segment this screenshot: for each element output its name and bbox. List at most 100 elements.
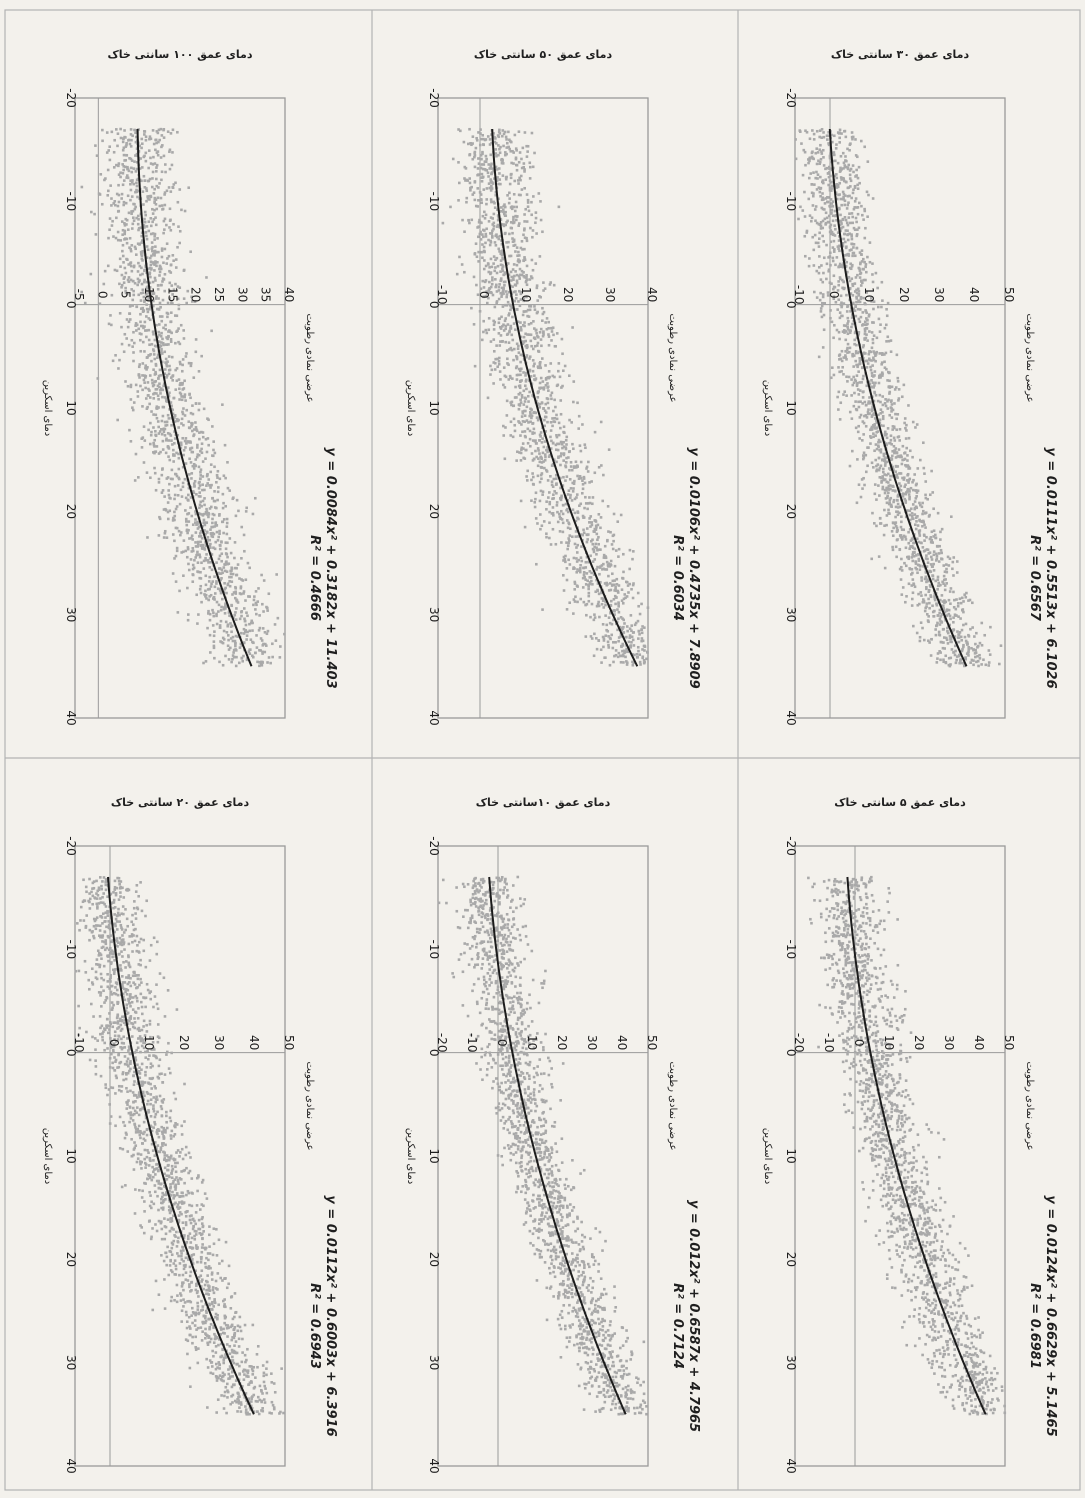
scatter-point bbox=[918, 501, 921, 505]
scatter-point bbox=[517, 193, 521, 197]
scatter-points bbox=[441, 127, 650, 667]
scatter-point bbox=[127, 320, 131, 324]
scatter-point bbox=[841, 218, 845, 222]
scatter-point bbox=[119, 171, 122, 175]
scatter-point bbox=[603, 582, 607, 585]
scatter-point bbox=[191, 300, 194, 303]
scatter-point bbox=[855, 295, 858, 299]
scatter-point bbox=[878, 330, 882, 333]
scatter-point bbox=[475, 283, 478, 287]
scatter-point bbox=[573, 542, 577, 546]
scatter-point bbox=[495, 344, 498, 347]
scatter-point bbox=[546, 450, 549, 454]
scatter-point bbox=[855, 168, 858, 172]
scatter-point bbox=[472, 323, 476, 326]
scatter-point bbox=[156, 196, 160, 200]
scatter-point bbox=[140, 142, 144, 146]
scatter-point bbox=[492, 338, 496, 341]
scatter-point bbox=[908, 513, 912, 517]
scatter-point bbox=[489, 291, 493, 294]
scatter-point bbox=[200, 451, 204, 455]
scatter-point bbox=[589, 515, 593, 518]
scatter-point bbox=[117, 173, 121, 176]
scatter-point bbox=[573, 582, 577, 585]
scatter-point bbox=[569, 527, 572, 531]
scatter-point bbox=[509, 308, 512, 312]
scatter-point bbox=[848, 194, 851, 198]
scatter-point bbox=[508, 232, 511, 236]
scatter-point bbox=[116, 132, 120, 136]
scatter-point bbox=[139, 324, 143, 328]
scatter-point bbox=[816, 173, 820, 177]
scatter-point bbox=[472, 275, 476, 279]
scatter-point bbox=[609, 559, 613, 563]
scatter-point bbox=[477, 220, 481, 224]
scatter-point bbox=[554, 448, 558, 452]
scatter-point bbox=[189, 250, 192, 254]
scatter-point bbox=[860, 204, 863, 208]
scatter-point bbox=[588, 570, 592, 573]
scatter-point bbox=[499, 206, 503, 209]
scatter-point bbox=[879, 522, 883, 525]
scatter-point bbox=[566, 544, 570, 548]
scatter-point bbox=[594, 542, 598, 546]
scatter-point bbox=[481, 214, 485, 218]
scatter-point bbox=[501, 174, 505, 177]
scatter-point bbox=[577, 477, 581, 481]
scatter-point bbox=[180, 383, 184, 386]
scatter-point bbox=[613, 654, 616, 658]
scatter-point bbox=[941, 628, 945, 631]
scatter-point bbox=[457, 181, 461, 185]
scatter-point bbox=[964, 622, 968, 626]
scatter-point bbox=[179, 392, 183, 396]
scatter-point bbox=[551, 374, 555, 378]
scatter-point bbox=[552, 333, 555, 337]
scatter-point bbox=[873, 374, 876, 377]
scatter-point bbox=[562, 425, 566, 429]
scatter-point bbox=[847, 201, 850, 205]
scatter-point bbox=[170, 376, 173, 379]
scatter-point bbox=[255, 612, 258, 616]
scatter-point bbox=[824, 211, 828, 215]
scatter-point bbox=[906, 459, 909, 462]
scatter-point bbox=[502, 366, 506, 369]
scatter-point bbox=[943, 647, 947, 650]
scatter-point bbox=[522, 233, 525, 237]
scatter-point bbox=[140, 239, 144, 242]
scatter-point bbox=[838, 311, 842, 314]
scatter-point bbox=[532, 195, 535, 198]
scatter-point bbox=[490, 265, 494, 269]
scatter-point bbox=[94, 144, 97, 147]
scatter-point bbox=[612, 533, 616, 537]
scatter-point bbox=[555, 434, 558, 437]
scatter-point bbox=[858, 359, 862, 363]
scatter-point bbox=[830, 180, 833, 184]
scatter-point bbox=[587, 594, 591, 598]
scatter-point bbox=[481, 133, 484, 137]
scatter-point bbox=[876, 286, 879, 290]
scatter-point bbox=[579, 476, 583, 480]
scatter-point bbox=[487, 175, 490, 178]
scatter-point bbox=[892, 526, 895, 530]
scatter-point bbox=[857, 294, 860, 297]
scatter-point bbox=[108, 158, 112, 162]
scatter-point bbox=[922, 509, 925, 513]
scatter-point bbox=[928, 551, 932, 554]
scatter-point bbox=[501, 324, 504, 328]
scatter-point bbox=[484, 264, 488, 268]
scatter-point bbox=[199, 584, 203, 588]
scatter-point bbox=[116, 418, 119, 422]
scatter-point bbox=[925, 587, 928, 591]
scatter-point bbox=[932, 569, 936, 572]
scatter-point bbox=[886, 301, 890, 305]
scatter-point bbox=[564, 461, 568, 464]
scatter-point bbox=[843, 129, 847, 133]
scatter-point bbox=[155, 344, 158, 348]
scatter-point bbox=[158, 382, 161, 386]
scatter-point bbox=[151, 163, 155, 166]
scatter-point bbox=[134, 383, 138, 387]
scatter-point bbox=[141, 306, 145, 310]
scatter-point bbox=[834, 159, 837, 163]
scatter-point bbox=[207, 609, 210, 613]
